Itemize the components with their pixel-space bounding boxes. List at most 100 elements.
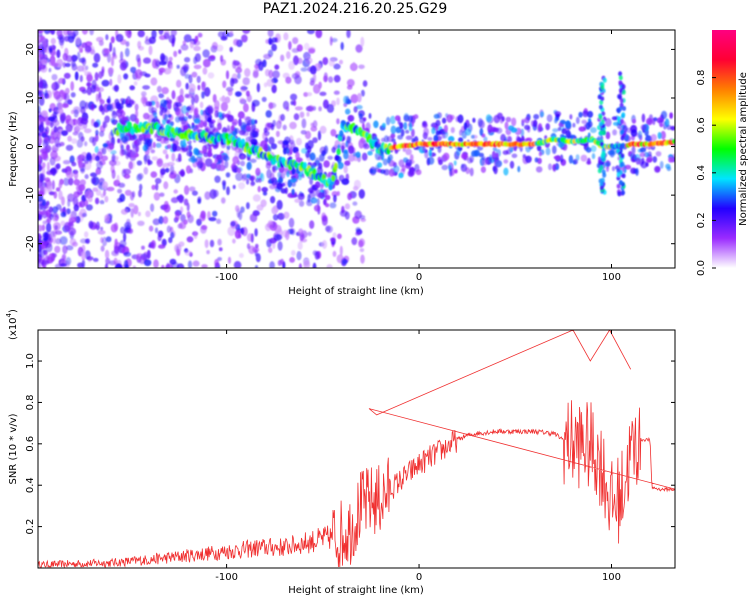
spectrogram-cell bbox=[170, 197, 179, 204]
spectrogram-cell bbox=[134, 140, 138, 146]
spectrogram-cell bbox=[57, 102, 64, 110]
spectrogram-cell bbox=[191, 71, 198, 78]
spectrogram-cell bbox=[130, 66, 137, 74]
spectrogram-cell bbox=[280, 113, 285, 122]
spectrogram-cell bbox=[582, 110, 589, 118]
spectrogram-cell bbox=[183, 34, 192, 43]
spectrogram-cell bbox=[252, 70, 259, 79]
spectrogram-cell bbox=[106, 140, 112, 147]
spectrogram-cell bbox=[81, 194, 87, 203]
spectrogram-cell bbox=[500, 133, 506, 143]
spectrogram-cell bbox=[274, 64, 280, 70]
x-tick-label: 0 bbox=[416, 572, 422, 583]
spectrogram-cell bbox=[61, 103, 69, 109]
spectrogram-cell bbox=[126, 218, 131, 226]
spectrogram-cell bbox=[255, 253, 261, 263]
spectrogram-cell bbox=[276, 199, 283, 210]
spectrogram-cell bbox=[618, 80, 623, 85]
colorbar-label: Normalized spectral amplitude bbox=[738, 72, 749, 226]
spectrogram-cell bbox=[49, 51, 58, 56]
spectrogram-cell bbox=[117, 105, 123, 111]
spectrogram-cell bbox=[637, 130, 643, 140]
snr-y-scale: (x104) bbox=[5, 309, 19, 340]
spectrogram-cell bbox=[124, 47, 130, 58]
spectrogram-cell bbox=[268, 69, 274, 79]
spectrogram-cell bbox=[84, 231, 89, 238]
spectrogram-cell bbox=[217, 31, 225, 38]
spectrogram-ridge-cell bbox=[336, 148, 341, 156]
spectrogram-cell bbox=[147, 160, 153, 165]
spectrogram-cell bbox=[235, 172, 244, 182]
spectrogram-cell bbox=[524, 116, 530, 124]
spectrogram-cell bbox=[471, 150, 478, 157]
snr-y-scale-base: (x10 bbox=[8, 317, 19, 340]
spectrogram-cell bbox=[48, 206, 54, 213]
spectrogram-cell bbox=[68, 227, 77, 236]
spectrogram-cell bbox=[38, 111, 42, 117]
spectrogram-cell bbox=[503, 167, 509, 176]
spectrogram-cell bbox=[346, 30, 351, 39]
spectrogram-cell bbox=[226, 144, 231, 151]
spectrogram-cell bbox=[113, 257, 118, 266]
spectrogram-cell bbox=[298, 228, 304, 235]
spectrogram-cell bbox=[152, 218, 161, 226]
spectrogram-cell bbox=[654, 166, 661, 173]
spectrogram-cell bbox=[263, 143, 268, 153]
spectrogram-cell bbox=[552, 164, 557, 173]
spectrogram-cell bbox=[39, 77, 43, 87]
spectrogram-cell bbox=[150, 240, 156, 249]
spectrogram-cell bbox=[273, 233, 282, 241]
spectrogram-cell bbox=[575, 116, 580, 124]
spectrogram-cell bbox=[158, 93, 165, 99]
spectrogram-cell bbox=[301, 173, 305, 178]
spectrogram-cell bbox=[75, 215, 81, 224]
spectrogram-cell bbox=[85, 45, 92, 53]
spectrogram-cell bbox=[246, 161, 252, 171]
spectrogram-cell bbox=[146, 249, 151, 259]
spectrogram-cell bbox=[38, 179, 43, 189]
spectrogram-cell bbox=[102, 120, 106, 129]
spectrogram-cell bbox=[333, 194, 337, 203]
spectrogram-cell bbox=[408, 115, 414, 123]
spectrogram-ridge-cell bbox=[240, 138, 246, 146]
spectrogram-cell bbox=[601, 111, 606, 117]
spectrogram-cell bbox=[344, 211, 350, 220]
spectrogram-cell bbox=[186, 106, 192, 112]
spectrogram-cell bbox=[665, 163, 671, 169]
spectrogram-cell bbox=[49, 168, 57, 174]
spectrogram-cell bbox=[272, 166, 276, 173]
spectrogram-cell bbox=[180, 169, 185, 177]
spectrogram-cell bbox=[69, 30, 75, 37]
spectrogram-cell bbox=[469, 155, 475, 163]
spectrogram-cell bbox=[442, 152, 450, 161]
spectrogram-cell bbox=[308, 48, 316, 54]
spectrogram-cell bbox=[184, 124, 189, 131]
spectrogram-cell bbox=[52, 111, 58, 119]
spectrogram-cell bbox=[221, 197, 226, 204]
spectrogram-cell bbox=[50, 37, 56, 45]
spectrogram-cell bbox=[300, 67, 308, 72]
spectrogram-cell bbox=[137, 211, 141, 217]
spectrogram-cell bbox=[99, 99, 105, 105]
spectrogram-cell bbox=[237, 72, 241, 80]
spectrogram-cell bbox=[293, 55, 299, 66]
spectrogram-cell bbox=[168, 56, 173, 62]
spectrogram-cell bbox=[68, 177, 74, 186]
spectrogram-cell bbox=[328, 76, 334, 83]
spectrogram-cell bbox=[58, 190, 63, 200]
spectrogram-cell bbox=[666, 124, 672, 130]
spectrogram-cell bbox=[71, 54, 78, 62]
spectrogram-cell bbox=[104, 195, 109, 203]
spectrogram-cell bbox=[43, 46, 48, 53]
spectrogram-cell bbox=[201, 81, 206, 91]
snr-panel: -100 0 100 0.2 0.4 0.6 0.8 1.0 Height of strai… bbox=[5, 309, 676, 596]
spectrogram-cell bbox=[148, 225, 154, 232]
spectrogram-cell bbox=[227, 226, 236, 237]
spectrogram-cell bbox=[619, 98, 624, 104]
spectrogram-cell bbox=[322, 57, 329, 66]
spectrogram-cell bbox=[193, 118, 201, 124]
spectrogram-cell bbox=[441, 132, 446, 139]
spectrogram-cell bbox=[170, 231, 175, 239]
spectrogram-cell bbox=[201, 264, 208, 268]
